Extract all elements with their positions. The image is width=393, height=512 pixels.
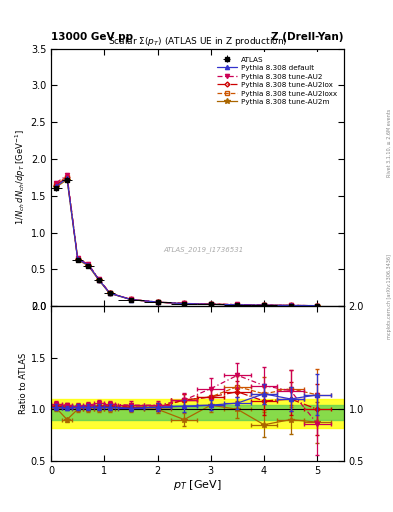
Y-axis label: Ratio to ATLAS: Ratio to ATLAS [19,353,28,414]
Legend: ATLAS, Pythia 8.308 default, Pythia 8.308 tune-AU2, Pythia 8.308 tune-AU2lox, Py: ATLAS, Pythia 8.308 default, Pythia 8.30… [213,52,340,109]
X-axis label: $p_T$ [GeV]: $p_T$ [GeV] [173,478,222,493]
Text: Z (Drell-Yan): Z (Drell-Yan) [272,32,344,42]
Text: ATLAS_2019_I1736531: ATLAS_2019_I1736531 [163,246,243,253]
Text: Rivet 3.1.10, ≥ 2.6M events: Rivet 3.1.10, ≥ 2.6M events [387,109,392,178]
Text: mcplots.cern.ch [arXiv:1306.3436]: mcplots.cern.ch [arXiv:1306.3436] [387,254,392,339]
Text: 13000 GeV pp: 13000 GeV pp [51,32,133,42]
Title: Scalar $\Sigma(p_T)$ (ATLAS UE in Z production): Scalar $\Sigma(p_T)$ (ATLAS UE in Z prod… [108,35,287,49]
Y-axis label: $1/N_{ch}\,dN_{ch}/dp_T$ [GeV$^{-1}$]: $1/N_{ch}\,dN_{ch}/dp_T$ [GeV$^{-1}$] [13,130,28,225]
